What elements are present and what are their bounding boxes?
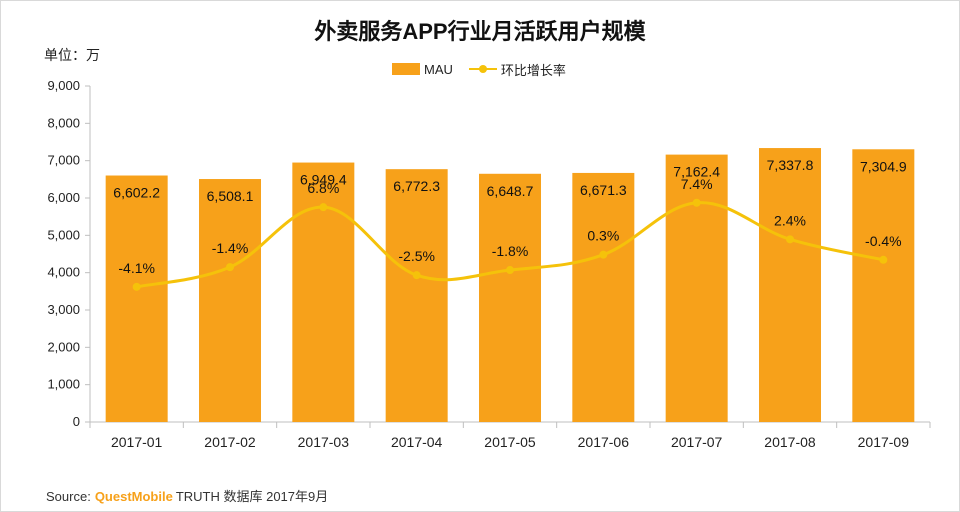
legend-line-label: 环比增长率 [500,62,566,78]
y-tick-label: 1,000 [47,377,80,392]
bar [199,179,261,422]
x-tick-label: 2017-03 [298,434,350,450]
growth-rate-label: 2.4% [774,212,806,228]
growth-rate-label: -1.8% [492,243,529,259]
source-brand: QuestMobile [94,489,173,504]
unit-label: 单位：万 [44,47,100,63]
y-tick-label: 5,000 [47,227,80,242]
bar-value-label: 6,648.7 [487,183,534,199]
y-tick-label: 2,000 [47,339,80,354]
bar [479,173,541,422]
growth-rate-label: -1.4% [212,240,249,256]
bar [105,175,168,422]
bar-value-label: 6,602.2 [113,185,160,201]
y-tick-label: 3,000 [47,302,80,317]
growth-rate-label: -0.4% [865,233,902,249]
growth-rate-point [506,266,514,275]
bar [852,149,915,422]
x-tick-label: 2017-04 [391,434,443,450]
bar [385,169,448,422]
growth-rate-label: -4.1% [118,260,155,276]
legend-line-swatch [468,63,497,75]
x-tick-label: 2017-05 [484,434,536,450]
bar-value-label: 7,337.8 [767,157,814,173]
bar-value-label: 6,671.3 [580,182,627,198]
bar [665,154,728,422]
y-tick-label: 0 [73,414,80,429]
x-tick-label: 2017-09 [858,434,910,450]
growth-rate-point [599,250,608,259]
source-note: Source: QuestMobile TRUTH 数据库 2017年9月 [46,486,328,505]
y-tick-label: 4,000 [47,265,80,280]
y-tick-label: 7,000 [47,153,80,168]
bar-value-label: 6,508.1 [207,188,254,204]
x-tick-label: 2017-02 [204,434,256,450]
y-tick-label: 6,000 [47,190,80,205]
source-suffix: TRUTH 数据库 2017年9月 [175,489,329,504]
source-prefix: Source: [46,489,91,504]
x-tick-label: 2017-08 [764,434,816,450]
growth-rate-point [412,271,421,280]
bar [292,162,355,423]
growth-rate-label: -2.5% [398,248,435,264]
growth-rate-point [132,282,141,291]
growth-rate-point [226,263,234,272]
growth-rate-point [319,203,328,212]
x-tick-label: 2017-01 [111,434,163,450]
bar [572,172,635,422]
legend-bar-label: MAU [424,61,453,77]
y-tick-label: 8,000 [47,115,80,130]
growth-rate-label: 7.4% [681,176,713,192]
x-tick-label: 2017-06 [578,434,630,450]
growth-rate-point [692,198,701,207]
legend: MAU 环比增长率 [392,60,566,78]
growth-rate-label: 6.8% [307,180,339,196]
bar-value-label: 7,304.9 [860,158,907,174]
bar-value-label: 6,949.4 [300,172,347,188]
bar-value-label: 7,162.4 [673,164,720,180]
y-tick-label: 9,000 [47,78,80,93]
chart-title: 外卖服务APP行业月活跃用户规模 [314,19,646,44]
bar [759,148,821,422]
growth-rate-point [786,235,794,244]
growth-rate-label: 0.3% [587,228,619,244]
bar-value-label: 6,772.3 [393,178,440,194]
x-tick-label: 2017-07 [671,434,723,450]
legend-bar-swatch [392,63,420,75]
growth-rate-point [879,255,888,264]
